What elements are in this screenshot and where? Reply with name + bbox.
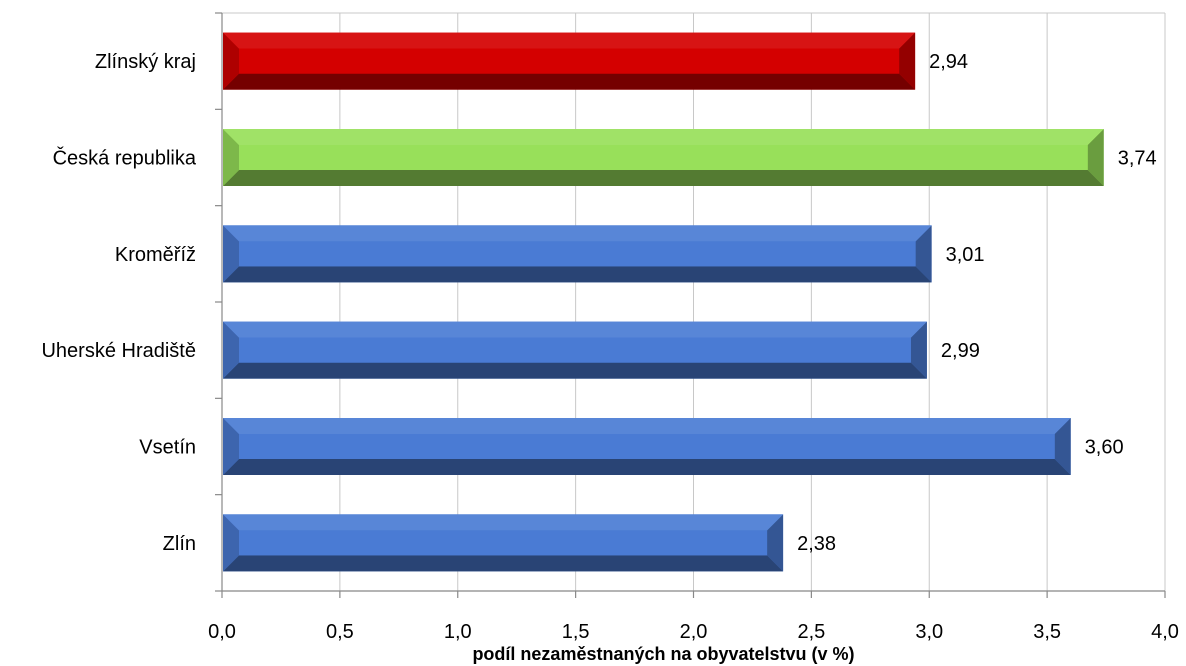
x-tick-label: 3,5 <box>1033 621 1061 643</box>
data-label: 3,74 <box>1118 148 1157 170</box>
x-tick-label: 1,0 <box>444 621 472 643</box>
bar <box>223 514 784 572</box>
category-labels: Zlínský kraj Česká republika Kroměříž Uhers… <box>41 51 196 555</box>
x-tick-label: 2,0 <box>680 621 708 643</box>
category-label: Vsetín <box>139 437 196 459</box>
bars <box>223 32 1104 572</box>
x-tick-label: 0,5 <box>326 621 354 643</box>
x-tick-label: 1,5 <box>562 621 590 643</box>
data-label: 3,01 <box>946 244 985 266</box>
bar <box>223 225 932 283</box>
axes <box>215 12 1166 598</box>
category-label: Kroměříž <box>115 244 196 266</box>
data-label: 2,94 <box>929 51 968 73</box>
x-tick-label: 4,0 <box>1151 621 1179 643</box>
x-tick-label: 3,0 <box>915 621 943 643</box>
data-label: 2,38 <box>797 533 836 555</box>
category-label: Česká republika <box>53 147 197 170</box>
bar <box>223 32 916 90</box>
bar <box>223 129 1104 186</box>
x-axis-title: podíl nezaměstnaných na obyvatelstvu (v … <box>472 644 854 664</box>
x-tick-label: 0,0 <box>208 621 236 643</box>
data-label: 2,99 <box>941 340 980 362</box>
x-tick-labels: 0,0 0,5 1,0 1,5 2,0 2,5 3,0 3,5 4,0 <box>208 621 1179 643</box>
category-label: Zlín <box>163 533 196 555</box>
bar <box>223 418 1071 475</box>
gridlines <box>222 12 1166 591</box>
data-label: 3,60 <box>1085 437 1124 459</box>
data-labels: 2,94 3,74 3,01 2,99 3,60 2,38 <box>797 51 1157 555</box>
bar <box>223 321 927 379</box>
category-label: Uherské Hradiště <box>41 340 196 362</box>
category-label: Zlínský kraj <box>95 51 196 73</box>
x-tick-label: 2,5 <box>797 621 825 643</box>
